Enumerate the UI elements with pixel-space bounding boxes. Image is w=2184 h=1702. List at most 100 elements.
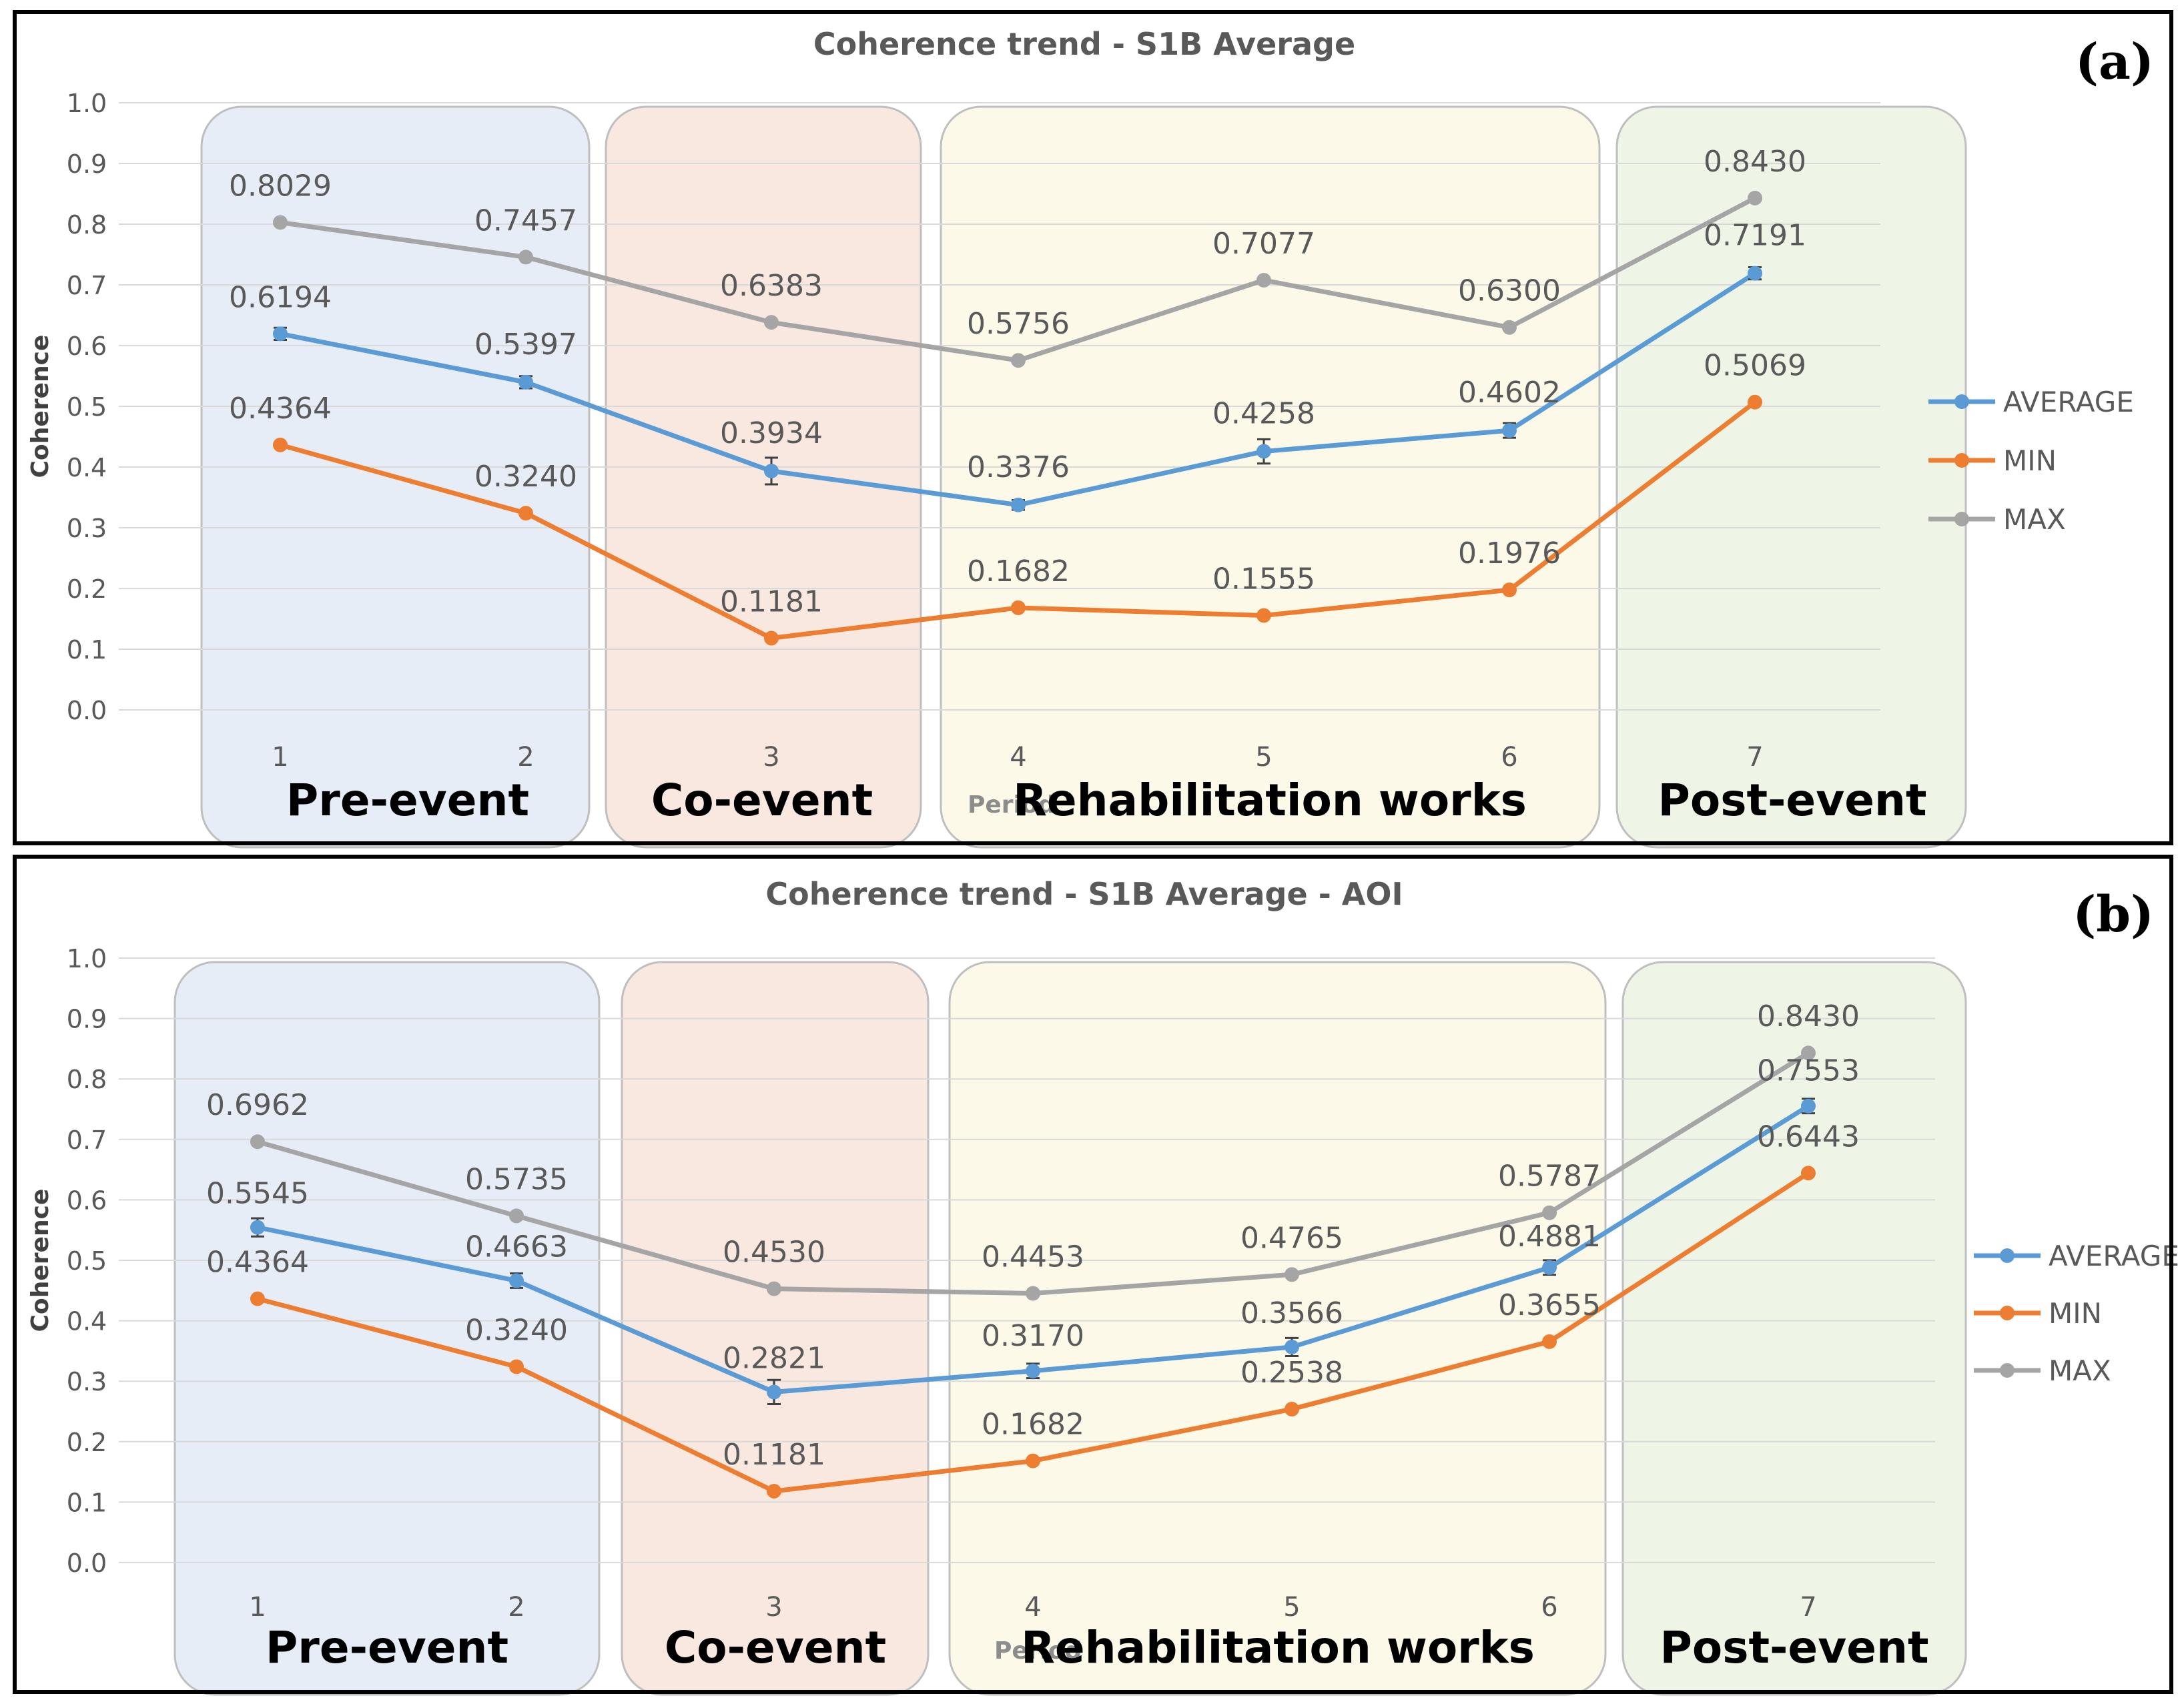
data-label-min: 0.3655 (1498, 1288, 1601, 1322)
x-tick-label: 1 (272, 742, 288, 773)
y-tick-label: 0.1 (67, 635, 107, 665)
panel-frame (13, 10, 2173, 845)
data-point-max (764, 315, 779, 330)
y-axis-label: Coherence (27, 335, 54, 478)
y-tick-label: 0.3 (67, 1367, 107, 1396)
y-tick-label: 0.7 (67, 271, 107, 300)
panel-label: (a) (2075, 33, 2154, 91)
data-point-max (1801, 1045, 1816, 1061)
x-tick-label: 3 (765, 1592, 782, 1623)
data-point-min (273, 437, 288, 452)
y-tick-label: 0.4 (67, 1307, 107, 1336)
phase-box-pre (173, 961, 601, 1696)
phase-box-rehab (948, 961, 1607, 1696)
legend-label-average: AVERAGE (2003, 386, 2134, 418)
y-tick-label: 0.0 (67, 696, 107, 725)
x-tick-label: 7 (1746, 742, 1763, 773)
data-label-max: 0.6962 (206, 1088, 309, 1122)
data-label-average: 0.5397 (474, 328, 577, 362)
data-point-min (1026, 1453, 1040, 1468)
data-label-min: 0.4364 (206, 1246, 309, 1280)
data-point-min (518, 506, 533, 521)
data-label-min: 0.1976 (1458, 536, 1561, 570)
data-point-min (764, 630, 779, 646)
legend-label-average: AVERAGE (2049, 1240, 2179, 1272)
y-tick-label: 0.2 (67, 574, 107, 604)
data-label-min: 0.2538 (1240, 1356, 1343, 1390)
data-point-average (1801, 1098, 1816, 1114)
x-tick-label: 5 (1283, 1592, 1300, 1623)
data-label-max: 0.7457 (474, 203, 577, 238)
data-point-average (1026, 1363, 1040, 1378)
y-tick-label: 0.0 (67, 1549, 107, 1578)
data-point-max (273, 215, 288, 230)
legend-marker-max (1954, 512, 1969, 526)
data-point-max (767, 1281, 781, 1296)
phase-label-pre: Pre-event (286, 775, 529, 826)
data-point-min (767, 1484, 781, 1499)
x-axis-label: Period (994, 1637, 1082, 1665)
data-label-min: 0.1555 (1212, 562, 1315, 596)
y-tick-label: 1.0 (67, 944, 107, 973)
chart-title: Coherence trend - S1B Average - AOI (765, 876, 1403, 912)
data-label-max: 0.5756 (967, 307, 1070, 341)
x-tick-label: 4 (1024, 1592, 1041, 1623)
data-point-min (250, 1291, 265, 1306)
data-point-average (1256, 444, 1271, 459)
phase-label-rehab: Rehabilitation works (1013, 775, 1527, 826)
phase-box-post (1621, 961, 1967, 1696)
y-tick-label: 0.7 (67, 1126, 107, 1155)
phase-label-pre: Pre-event (266, 1622, 508, 1673)
y-axis-label: Coherence (27, 1189, 54, 1332)
x-tick-label: 6 (1501, 742, 1517, 773)
y-tick-label: 0.5 (67, 392, 107, 422)
data-label-min: 0.6443 (1757, 1120, 1860, 1154)
x-tick-label: 7 (1800, 1592, 1816, 1623)
data-point-average (1502, 423, 1517, 438)
data-label-max: 0.7077 (1212, 227, 1315, 261)
data-point-min (1801, 1166, 1816, 1181)
data-point-max (1285, 1267, 1299, 1282)
data-point-min (1285, 1402, 1299, 1417)
data-label-min: 0.4364 (229, 392, 332, 426)
y-tick-label: 1.0 (67, 89, 107, 118)
data-point-min (1748, 394, 1762, 410)
data-label-max: 0.6300 (1458, 274, 1561, 308)
data-point-average (767, 1384, 781, 1400)
y-tick-label: 0.8 (67, 1065, 107, 1094)
y-tick-label: 0.8 (67, 210, 107, 240)
x-tick-label: 2 (508, 1592, 524, 1623)
y-tick-label: 0.4 (67, 453, 107, 482)
data-label-max: 0.8430 (1757, 999, 1860, 1033)
data-point-max (1256, 272, 1271, 288)
x-tick-label: 5 (1255, 742, 1272, 773)
data-point-average (1542, 1260, 1557, 1275)
data-point-max (1748, 190, 1762, 205)
phase-label-post: Post-event (1660, 1622, 1928, 1673)
panel-frame (13, 855, 2173, 1694)
data-point-max (250, 1134, 265, 1150)
data-point-average (250, 1220, 265, 1235)
data-label-min: 0.1181 (723, 1438, 825, 1472)
y-tick-label: 0.5 (67, 1246, 107, 1276)
data-point-average (1748, 266, 1762, 281)
data-point-average (764, 464, 779, 479)
data-point-max (1542, 1205, 1557, 1220)
phase-label-co: Co-event (665, 1622, 886, 1673)
data-label-min: 0.5069 (1704, 349, 1806, 383)
data-point-min (1502, 582, 1517, 598)
data-point-average (518, 374, 533, 390)
data-label-average: 0.3566 (1240, 1296, 1343, 1330)
legend-label-max: MAX (2049, 1354, 2111, 1387)
data-point-average (509, 1273, 524, 1288)
data-label-max: 0.4453 (982, 1240, 1084, 1274)
legend-marker-average (2000, 1248, 2015, 1263)
y-tick-label: 0.9 (67, 149, 107, 179)
legend-marker-min (2000, 1306, 2015, 1320)
panel-label: (b) (2073, 886, 2154, 943)
data-label-average: 0.3376 (967, 450, 1070, 484)
data-label-min: 0.3240 (465, 1313, 568, 1347)
legend-label-min: MIN (2003, 444, 2057, 477)
legend-label-min: MIN (2049, 1297, 2102, 1330)
data-label-average: 0.5545 (206, 1177, 309, 1211)
